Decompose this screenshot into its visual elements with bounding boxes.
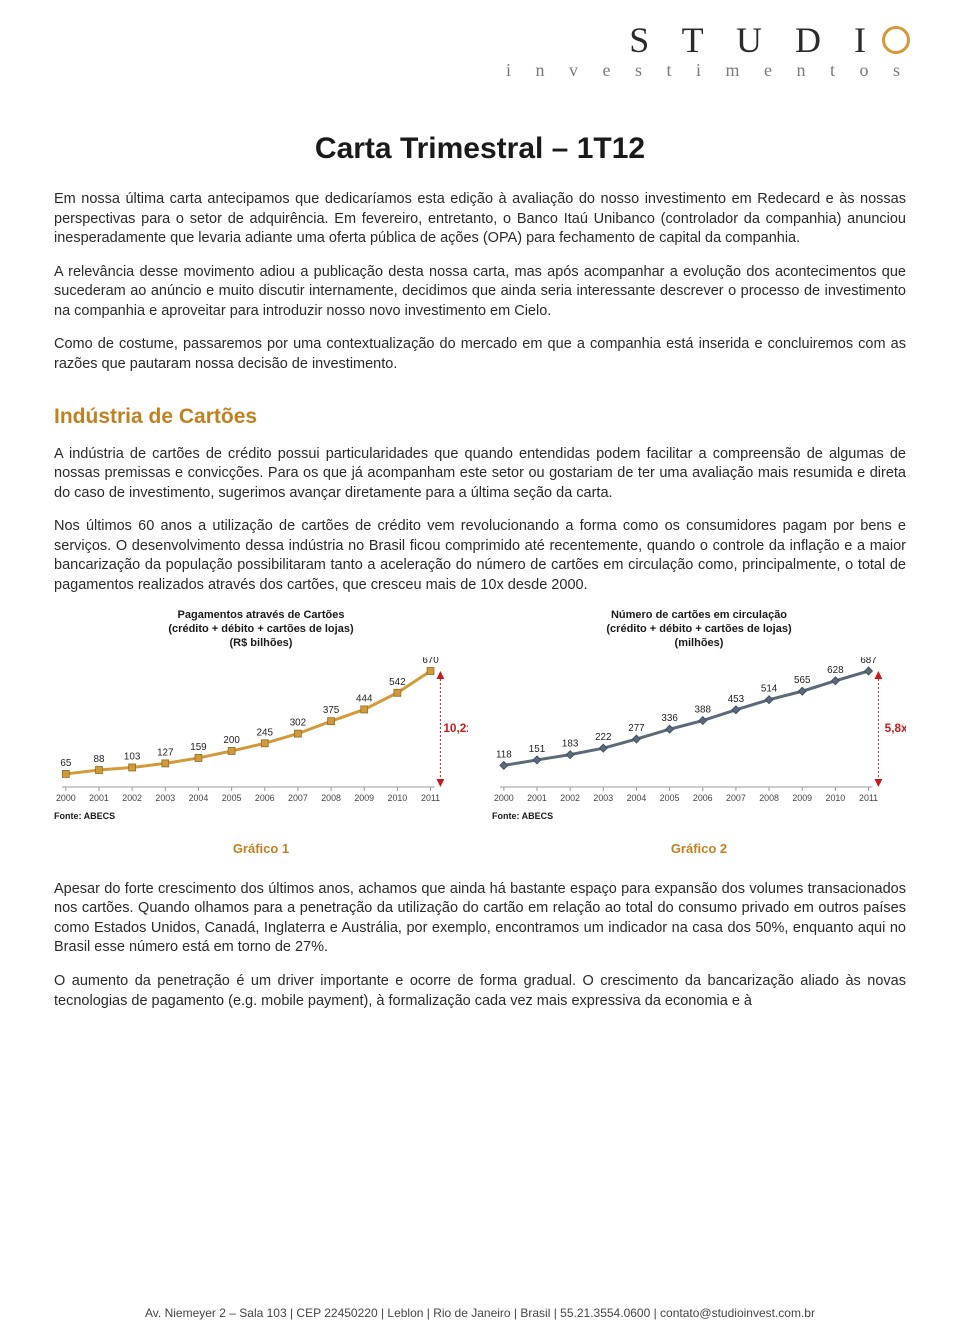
- svg-text:542: 542: [389, 676, 406, 687]
- svg-text:183: 183: [562, 738, 579, 749]
- chart2-svg: 2000 2001 2002 2003 2004 2005 2006 2007 2008 2009…: [492, 657, 906, 807]
- chart2-title: Número de cartões em circulação (crédito…: [492, 609, 906, 650]
- chart1-title-l1: Pagamentos através de Cartões: [178, 609, 345, 621]
- chart2-label: Gráfico 2: [492, 841, 906, 856]
- logo: S T U D I i n v e s t i m e n t o s: [506, 22, 910, 81]
- section-p4: O aumento da penetração é um driver impo…: [54, 972, 906, 1011]
- svg-text:2002: 2002: [560, 793, 580, 803]
- svg-text:10,2x: 10,2x: [443, 721, 468, 735]
- svg-text:127: 127: [157, 747, 174, 758]
- charts-row: Pagamentos através de Cartões (crédito +…: [54, 609, 906, 855]
- logo-o-icon: [882, 26, 910, 54]
- svg-text:2011: 2011: [859, 793, 878, 803]
- intro-p2: A relevância desse movimento adiou a pub…: [54, 263, 906, 322]
- svg-text:2007: 2007: [726, 793, 746, 803]
- svg-text:2001: 2001: [527, 793, 547, 803]
- chart2-title-l2: (crédito + débito + cartões de lojas): [606, 623, 791, 635]
- svg-text:2001: 2001: [89, 793, 109, 803]
- logo-text: S T U D I: [629, 20, 878, 60]
- svg-text:628: 628: [827, 664, 844, 675]
- chart1-source: Fonte: ABECS: [54, 811, 468, 821]
- svg-text:151: 151: [529, 744, 546, 755]
- svg-text:2008: 2008: [321, 793, 341, 803]
- svg-text:2004: 2004: [189, 793, 209, 803]
- svg-text:103: 103: [124, 751, 141, 762]
- chart1-title-l3: (R$ bilhões): [230, 637, 293, 649]
- section-p2: Nos últimos 60 anos a utilização de cart…: [54, 517, 906, 595]
- svg-text:2011: 2011: [421, 793, 440, 803]
- svg-text:565: 565: [794, 675, 811, 686]
- svg-text:302: 302: [290, 717, 307, 728]
- svg-text:65: 65: [60, 758, 71, 769]
- svg-text:2004: 2004: [627, 793, 647, 803]
- svg-text:444: 444: [356, 693, 373, 704]
- chart1-label: Gráfico 1: [54, 841, 468, 856]
- chart1-box: Pagamentos através de Cartões (crédito +…: [54, 609, 468, 855]
- intro-p1: Em nossa última carta antecipamos que de…: [54, 190, 906, 249]
- footer: Av. Niemeyer 2 – Sala 103 | CEP 22450220…: [0, 1306, 960, 1320]
- svg-text:2005: 2005: [222, 793, 242, 803]
- svg-text:453: 453: [728, 693, 745, 704]
- svg-text:2009: 2009: [792, 793, 812, 803]
- svg-text:88: 88: [94, 754, 105, 765]
- svg-text:2003: 2003: [593, 793, 613, 803]
- svg-text:2010: 2010: [826, 793, 846, 803]
- intro-p3: Como de costume, passaremos por uma cont…: [54, 335, 906, 374]
- svg-text:2009: 2009: [354, 793, 374, 803]
- svg-text:687: 687: [860, 657, 877, 666]
- svg-text:2006: 2006: [693, 793, 713, 803]
- svg-text:2008: 2008: [759, 793, 779, 803]
- chart2-title-l3: (milhões): [675, 637, 724, 649]
- svg-text:245: 245: [257, 727, 274, 738]
- svg-text:2006: 2006: [255, 793, 275, 803]
- svg-text:2000: 2000: [494, 793, 514, 803]
- section-heading: Indústria de Cartões: [54, 405, 906, 429]
- svg-text:514: 514: [761, 683, 778, 694]
- svg-text:670: 670: [422, 657, 439, 666]
- svg-text:375: 375: [323, 705, 340, 716]
- logo-main: S T U D I: [506, 22, 910, 58]
- svg-text:277: 277: [628, 723, 645, 734]
- svg-text:2005: 2005: [660, 793, 680, 803]
- svg-text:200: 200: [223, 735, 240, 746]
- svg-text:5,8x: 5,8x: [885, 721, 906, 735]
- chart2-box: Número de cartões em circulação (crédito…: [492, 609, 906, 855]
- section-p1: A indústria de cartões de crédito possui…: [54, 445, 906, 504]
- chart1-title-l2: (crédito + débito + cartões de lojas): [168, 623, 353, 635]
- chart2-source: Fonte: ABECS: [492, 811, 906, 821]
- svg-text:2000: 2000: [56, 793, 76, 803]
- svg-text:2007: 2007: [288, 793, 308, 803]
- svg-text:336: 336: [661, 713, 678, 724]
- chart2-title-l1: Número de cartões em circulação: [611, 609, 787, 621]
- page-title: Carta Trimestral – 1T12: [54, 132, 906, 166]
- section-p3: Apesar do forte crescimento dos últimos …: [54, 880, 906, 958]
- svg-text:2002: 2002: [122, 793, 142, 803]
- svg-text:222: 222: [595, 732, 612, 743]
- chart1-svg: 2000 2001 2002 2003 2004 2005 2006 2007 2008 2009…: [54, 657, 468, 807]
- logo-subtitle: i n v e s t i m e n t o s: [506, 60, 910, 81]
- chart1-title: Pagamentos através de Cartões (crédito +…: [54, 609, 468, 650]
- svg-text:2010: 2010: [388, 793, 408, 803]
- svg-text:159: 159: [190, 742, 207, 753]
- svg-text:388: 388: [695, 704, 712, 715]
- svg-text:2003: 2003: [155, 793, 175, 803]
- svg-text:118: 118: [496, 749, 512, 760]
